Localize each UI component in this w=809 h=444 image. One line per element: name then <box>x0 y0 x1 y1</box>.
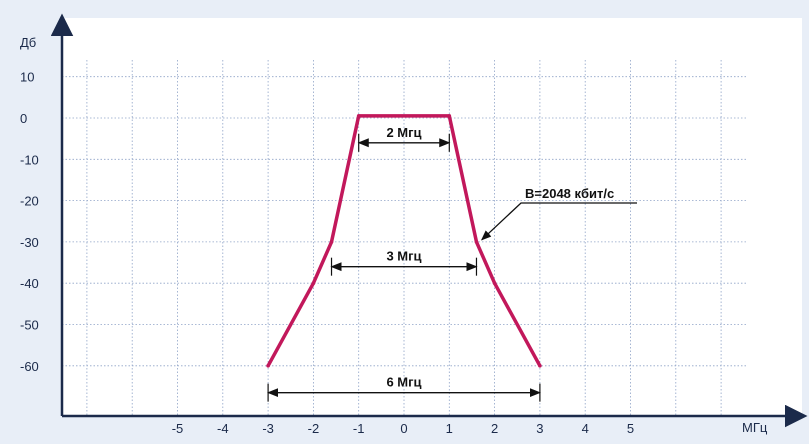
y-tick-label: -20 <box>20 194 39 209</box>
curve-point <box>474 240 479 244</box>
x-tick-label: 4 <box>582 421 589 436</box>
x-tick-label: 0 <box>400 421 407 436</box>
x-tick-label: 3 <box>536 421 543 436</box>
curve-point <box>492 281 497 286</box>
x-tick-label: 2 <box>491 421 498 436</box>
x-tick-label: 1 <box>446 421 453 436</box>
bitrate-leader-line <box>480 202 637 241</box>
curve-point <box>329 240 334 244</box>
y-tick-label: 0 <box>20 111 27 126</box>
y-tick-labels: 10 0 -10 -20 -30 -40 -50 -60 <box>20 70 39 374</box>
bitrate-callout: B=2048 кбит/с <box>480 186 637 241</box>
x-tick-label: -4 <box>217 421 229 436</box>
band-label: 6 Мгц <box>386 375 421 390</box>
x-tick-label: 5 <box>627 421 634 436</box>
band-label: 2 Мгц <box>386 125 421 140</box>
band-label: 3 Мгц <box>386 249 421 264</box>
plot-area <box>62 18 802 416</box>
curve-point <box>538 364 542 368</box>
x-tick-labels: -5 -4 -3 -2 -1 0 1 2 3 4 5 <box>172 421 634 436</box>
x-tick-label: -1 <box>353 421 365 436</box>
curve-point <box>356 114 361 118</box>
y-tick-label: -40 <box>20 276 39 291</box>
y-tick-label: -50 <box>20 318 39 333</box>
y-axis-label: Дб <box>20 35 36 50</box>
spectrum-mask-line <box>266 114 542 367</box>
x-tick-label: -3 <box>262 421 274 436</box>
y-tick-label: -60 <box>20 359 39 374</box>
x-axis-label: МГц <box>742 420 768 435</box>
curve-point <box>311 281 316 286</box>
x-tick-label: -2 <box>308 421 320 436</box>
bitrate-label: B=2048 кбит/с <box>525 186 614 201</box>
curve-point <box>266 364 270 368</box>
x-tick-label: -5 <box>172 421 184 436</box>
curve-point <box>447 114 452 118</box>
y-tick-label: 10 <box>20 70 34 85</box>
bandwidth-annotations: 2 Мгц 3 Мгц 6 Мгц <box>266 125 542 402</box>
y-tick-label: -30 <box>20 235 39 250</box>
y-tick-label: -10 <box>20 152 39 167</box>
curve-points <box>266 114 542 368</box>
